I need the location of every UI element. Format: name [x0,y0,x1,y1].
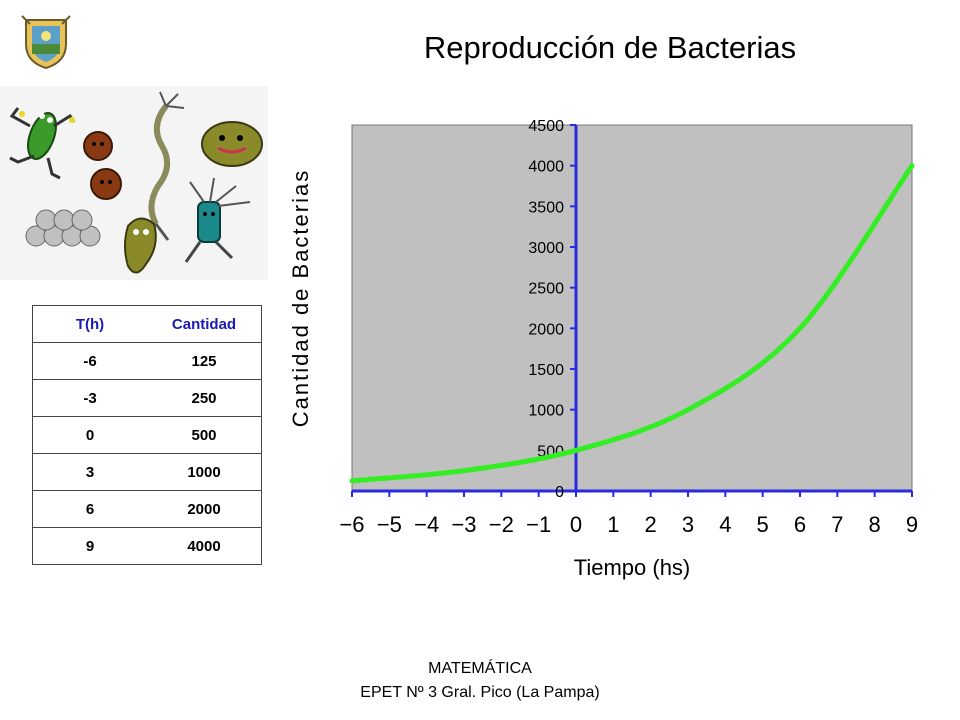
table-cell: 4000 [147,527,262,565]
table-cell: 2000 [147,490,262,528]
school-crest-logo [21,15,71,70]
table-row: -3 250 [32,379,262,417]
x-tick-label: −6 [339,512,364,537]
x-tick-label: −2 [489,512,514,537]
x-tick-label: −4 [414,512,439,537]
data-table: T(h) Cantidad -6 125 -3 250 0 500 3 1000… [32,305,262,565]
y-tick-label: 2000 [528,321,564,338]
y-tick-label: 2500 [528,281,564,298]
table-row: 6 2000 [32,490,262,528]
x-tick-label: −3 [451,512,476,537]
table-cell: 9 [32,527,147,565]
table-header-row: T(h) Cantidad [32,305,262,343]
table-cell: -6 [32,342,147,380]
tick-labels: −6 −5 −4 −3 −2 −1 0 1 2 3 4 5 6 7 8 9050010001500200025… [339,118,918,537]
cluster-bacterium-icon [25,209,101,247]
y-tick-label: 4000 [528,159,564,176]
table-row: -6 125 [32,342,262,380]
axes [351,124,913,497]
yellow-bacterium-icon [201,121,263,167]
table-cell: 3 [32,453,147,491]
x-tick-label: −5 [377,512,402,537]
x-tick-label: 7 [831,512,843,537]
x-tick-label: 4 [719,512,731,537]
y-tick-label: 4500 [528,118,564,135]
footer-subject: MATEMÁTICA [428,660,532,677]
blob-bacterium-icon [124,217,157,274]
rod-bacterium-icon [184,177,251,263]
x-axis-label: Tiempo (hs) [574,555,691,580]
y-tick-label: 0 [555,484,564,501]
green-bacterium-icon [9,107,76,180]
footer-school: EPET Nº 3 Gral. Pico (La Pampa) [360,684,600,701]
x-tick-label: 2 [645,512,657,537]
table-header-time: T(h) [32,305,147,343]
y-tick-label: 3500 [528,199,564,216]
table-cell: 0 [32,416,147,454]
x-tick-label: 3 [682,512,694,537]
y-tick-label: 1500 [528,362,564,379]
x-tick-label: 0 [570,512,582,537]
table-row: 0 500 [32,416,262,454]
x-tick-label: 8 [869,512,881,537]
table-cell: 6 [32,490,147,528]
table-cell: 500 [147,416,262,454]
y-axis-label: Cantidad de Bacterias [288,169,313,427]
table-cell: 125 [147,342,262,380]
table-cell: 1000 [147,453,262,491]
x-tick-label: 6 [794,512,806,537]
x-tick-label: 1 [607,512,619,537]
table-row: 3 1000 [32,453,262,491]
x-tick-label: −1 [526,512,551,537]
table-row: 9 4000 [32,527,262,565]
table-cell: 250 [147,379,262,417]
bacteria-illustration [0,86,268,280]
y-tick-label: 1000 [528,403,564,420]
chart-title: Reproducción de Bacterias [423,30,797,65]
y-tick-label: 3000 [528,240,564,257]
table-cell: -3 [32,379,147,417]
table-header-quantity: Cantidad [147,305,262,343]
series-line [349,163,915,484]
round-bacterium-icon [83,131,122,200]
x-tick-label: 9 [906,512,918,537]
x-tick-label: 5 [757,512,769,537]
